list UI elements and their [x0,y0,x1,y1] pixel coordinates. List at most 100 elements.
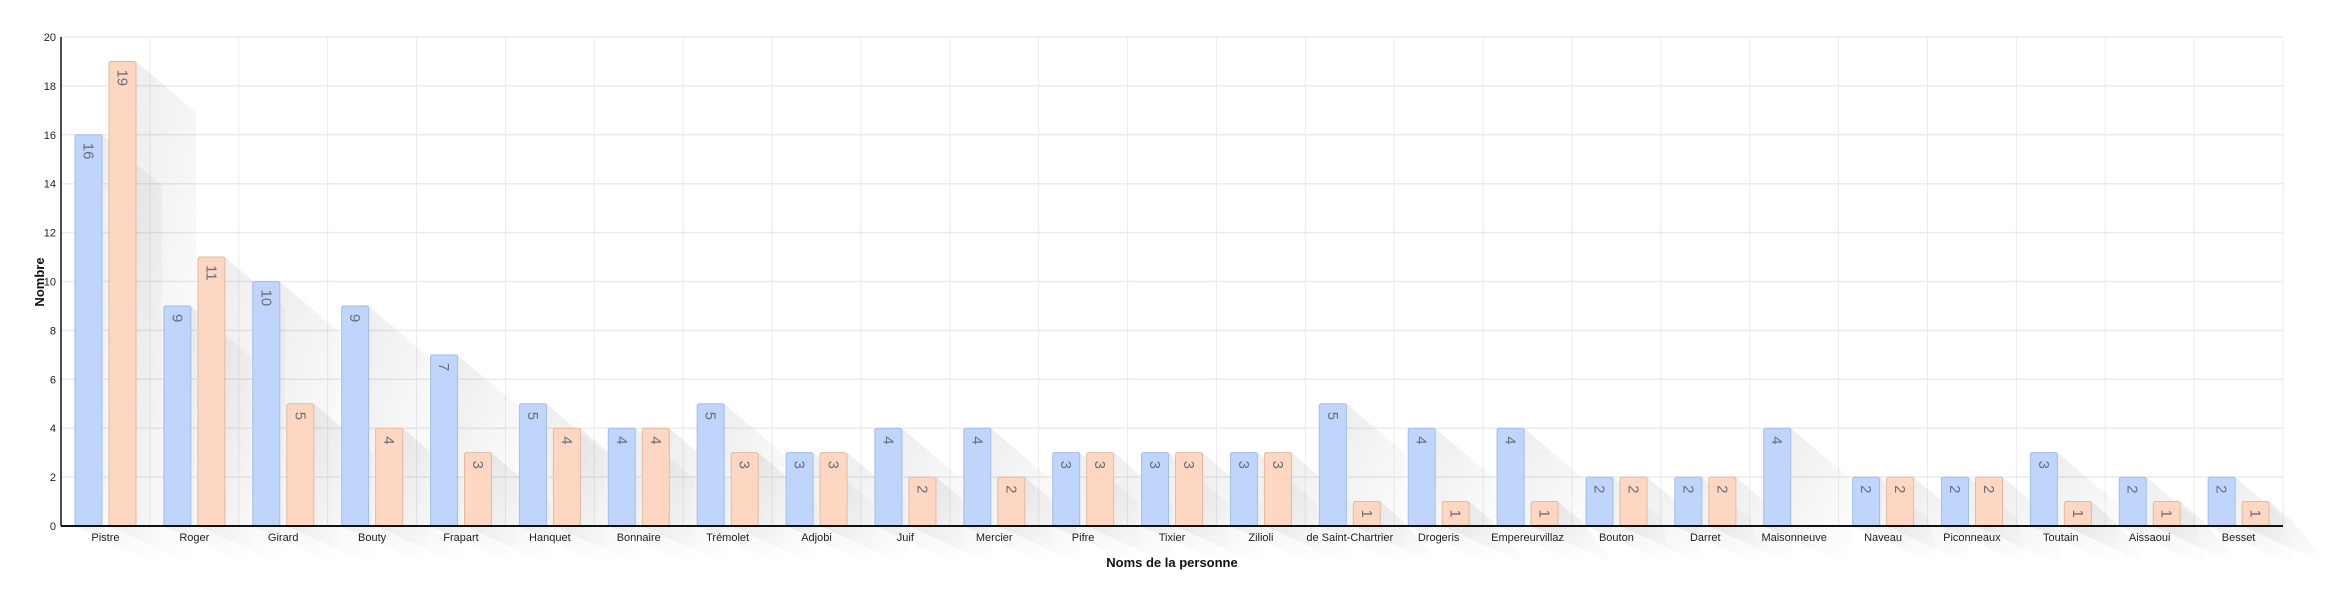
bar-value-label: 7 [435,363,452,371]
x-tick-label: de Saint-Chartrier [1306,532,1393,544]
y-tick-label: 16 [44,130,56,142]
bar-value-label: 4 [558,436,575,444]
bar-value-label: 2 [1624,485,1641,493]
bar-value-label: 2 [2124,485,2141,493]
bar-value-label: 9 [168,314,185,322]
x-tick-label: Naveau [1864,532,1902,544]
y-tick-label: 8 [50,325,56,337]
bar-shadow [1763,428,1851,566]
x-tick-label: Juif [897,532,915,544]
bar-value-label: 11 [202,265,219,281]
x-tick-label: Zilioli [1248,532,1273,544]
bar-shadow [1619,477,1707,566]
bar-value-label: 3 [1235,461,1252,469]
bar-value-label: 3 [736,461,753,469]
bar-value-label: 2 [1891,485,1908,493]
bar-value-label: 2 [1002,485,1019,493]
bar-value-label: 5 [524,412,541,420]
bar-value-label: 1 [1447,510,1464,518]
bar-value-label: 1 [2247,510,2264,518]
bar-value-label: 10 [257,290,274,307]
x-tick-label: Pifre [1072,532,1095,544]
bar [252,281,281,527]
bar [163,305,192,527]
bar [518,403,547,527]
bar-shadow [1531,501,1619,566]
bar-value-label: 1 [2069,510,2086,518]
bar-value-label: 19 [114,69,131,86]
bar-shadow [1442,501,1530,566]
bar-value-label: 4 [647,436,664,444]
bar [1318,403,1347,527]
bar-value-label: 4 [1413,436,1430,444]
bar-value-label: 2 [2213,485,2230,493]
bar-value-label: 4 [879,436,896,444]
x-tick-label: Mercier [976,532,1013,544]
bar [696,403,725,527]
bar-value-label: 3 [791,461,808,469]
bar-value-label: 2 [1980,485,1997,493]
y-tick-label: 0 [50,521,56,533]
x-tick-label: Empereurvillaz [1491,532,1564,544]
bar-shadow [1264,452,1352,566]
x-tick-label: Trémolet [706,532,749,544]
bar-value-label: 16 [80,143,97,160]
bar-value-label: 4 [1502,436,1519,444]
bar-shadow [1886,477,1974,566]
bar-value-label: 2 [1679,485,1696,493]
y-tick-label: 10 [44,277,56,289]
bar-shadow [820,452,908,566]
y-tick-label: 14 [44,179,56,191]
x-tick-label: Roger [179,532,209,544]
bar-value-label: 4 [1768,436,1785,444]
x-tick-label: Adjobi [801,532,832,544]
bar-value-label: 3 [2035,461,2052,469]
bar [197,256,226,527]
bar [108,60,137,527]
bar-value-label: 3 [1180,461,1197,469]
bar-value-label: 2 [1946,485,1963,493]
y-tick-label: 18 [44,81,56,93]
bar-value-label: 5 [291,412,308,420]
x-tick-label: Hanquet [529,532,571,544]
bar-value-label: 2 [913,485,930,493]
bar-value-label: 3 [469,461,486,469]
y-tick-label: 4 [50,423,56,435]
bar-shadow [731,452,819,566]
bar-value-label: 3 [825,461,842,469]
bar-shadow [464,452,552,566]
bar-value-label: 2 [1713,485,1730,493]
x-tick-label: Pistre [91,532,119,544]
bar-shadow [2064,501,2152,566]
bar-value-label: 1 [2158,510,2175,518]
bar-value-label: 4 [380,436,397,444]
bar-value-label: 3 [1146,461,1163,469]
bar-value-label: 3 [1057,461,1074,469]
bar-value-label: 1 [1536,510,1553,518]
bar-shadow [997,477,1085,566]
x-tick-label: Drogeris [1418,532,1460,544]
x-axis-title: Noms de la personne [1106,555,1237,570]
x-tick-label: Frapart [443,532,478,544]
x-tick-label: Tixier [1159,532,1186,544]
bar [286,403,315,527]
x-tick-label: Bouty [358,532,387,544]
x-tick-label: Aissaoui [2129,532,2171,544]
bar-shadow [908,477,996,566]
bar-shadow [1353,501,1441,566]
bar-shadow [1708,477,1796,566]
bar [74,134,103,527]
bar-shadow [1086,452,1174,566]
bar-value-label: 4 [968,436,985,444]
x-tick-label: Besset [2222,532,2256,544]
bar-value-label: 9 [346,314,363,322]
x-tick-label: Bouton [1599,532,1634,544]
bar-value-label: 3 [1269,461,1286,469]
y-tick-label: 20 [44,32,56,44]
bar-shadow [1175,452,1263,566]
x-tick-label: Toutain [2043,532,2078,544]
x-tick-label: Bonnaire [617,532,661,544]
y-tick-label: 6 [50,374,56,386]
